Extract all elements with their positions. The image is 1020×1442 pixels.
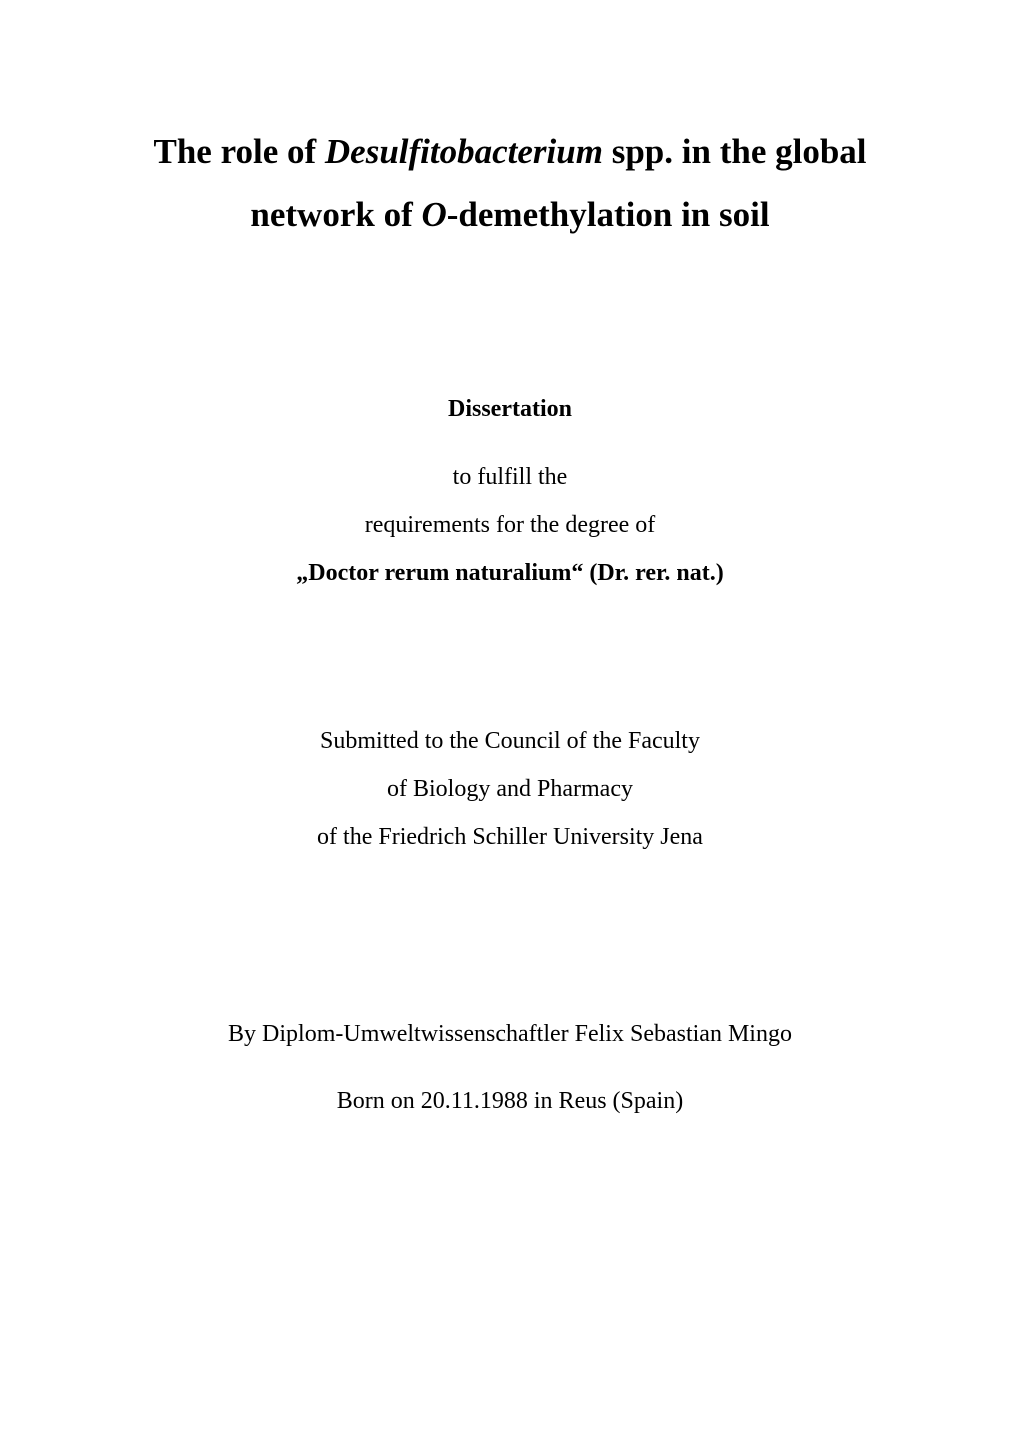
requirements-line: to fulfill the — [296, 453, 724, 501]
title-o-italic: O — [422, 195, 447, 234]
dissertation-title: The role of Desulfitobacterium spp. in t… — [120, 120, 900, 246]
degree-line-bold: „Doctor rerum naturalium“ (Dr. rer. nat.… — [296, 549, 724, 597]
submitted-line: of Biology and Pharmacy — [317, 765, 703, 813]
requirements-block: to fulfill the requirements for the degr… — [296, 453, 724, 597]
requirements-line: requirements for the degree of — [296, 501, 724, 549]
author-line: By Diplom-Umweltwissenschaftler Felix Se… — [228, 1021, 792, 1048]
title-genus-italic: Desulfitobacterium — [325, 132, 603, 171]
title-segment: The role of — [153, 132, 324, 171]
submitted-line: Submitted to the Council of the Faculty — [317, 717, 703, 765]
submitted-block: Submitted to the Council of the Faculty … — [317, 717, 703, 861]
dissertation-label: Dissertation — [448, 396, 572, 423]
title-page: The role of Desulfitobacterium spp. in t… — [0, 0, 1020, 1442]
submitted-line: of the Friedrich Schiller University Jen… — [317, 813, 703, 861]
title-segment: -demethylation in soil — [447, 195, 770, 234]
born-line: Born on 20.11.1988 in Reus (Spain) — [337, 1088, 683, 1115]
